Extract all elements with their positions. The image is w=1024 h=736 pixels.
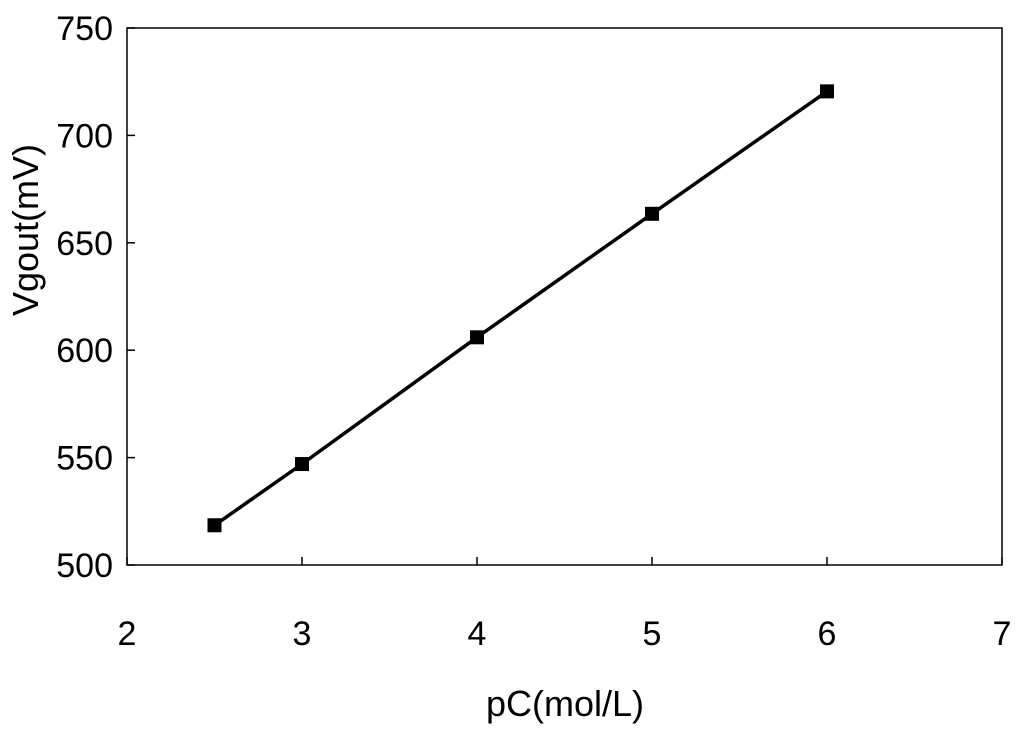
y-tick-label: 500: [56, 547, 113, 585]
y-axis-ticks: 500 550 600 650 700 750: [56, 10, 135, 585]
x-tick-label: 3: [293, 615, 312, 653]
x-tick-label: 7: [993, 615, 1012, 653]
x-tick-label: 4: [468, 615, 487, 653]
data-point-marker: [645, 206, 659, 221]
y-axis-title: Vgout(mV): [5, 144, 46, 316]
y-tick-label: 650: [56, 225, 113, 263]
data-point-marker: [470, 330, 484, 345]
y-tick-label: 550: [56, 440, 113, 478]
y-tick-label: 700: [56, 117, 113, 155]
x-tick-label: 2: [118, 615, 137, 653]
x-tick-label: 5: [643, 615, 662, 653]
x-tick-label: 6: [818, 615, 837, 653]
data-point-marker: [295, 457, 309, 472]
x-axis-title: pC(mol/L): [486, 683, 644, 724]
series-layer: [207, 84, 834, 533]
plot-area: [126, 27, 1003, 566]
data-point-marker: [820, 84, 834, 99]
x-axis-ticks: 2 3 4 5 6 7: [118, 557, 1012, 653]
y-tick-label: 750: [56, 10, 113, 48]
y-tick-label: 600: [56, 332, 113, 370]
data-point-marker: [207, 518, 222, 533]
